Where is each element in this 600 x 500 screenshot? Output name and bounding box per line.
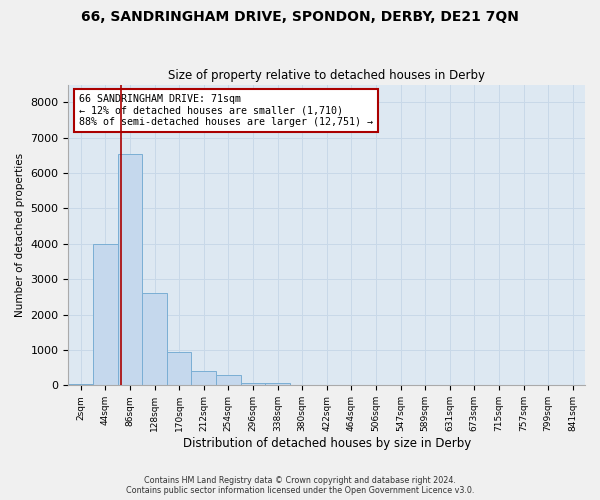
Bar	[216, 374, 241, 386]
Bar	[118, 154, 142, 386]
Bar	[142, 294, 167, 386]
Text: 66 SANDRINGHAM DRIVE: 71sqm
← 12% of detached houses are smaller (1,710)
88% of : 66 SANDRINGHAM DRIVE: 71sqm ← 12% of det…	[79, 94, 373, 127]
Bar	[93, 244, 118, 386]
Text: Contains HM Land Registry data © Crown copyright and database right 2024.
Contai: Contains HM Land Registry data © Crown c…	[126, 476, 474, 495]
Bar	[68, 384, 93, 386]
Title: Size of property relative to detached houses in Derby: Size of property relative to detached ho…	[168, 69, 485, 82]
Text: 66, SANDRINGHAM DRIVE, SPONDON, DERBY, DE21 7QN: 66, SANDRINGHAM DRIVE, SPONDON, DERBY, D…	[81, 10, 519, 24]
Y-axis label: Number of detached properties: Number of detached properties	[15, 153, 25, 317]
Bar	[265, 383, 290, 386]
Bar	[241, 382, 265, 386]
Bar	[191, 371, 216, 386]
X-axis label: Distribution of detached houses by size in Derby: Distribution of detached houses by size …	[182, 437, 471, 450]
Bar	[167, 352, 191, 386]
